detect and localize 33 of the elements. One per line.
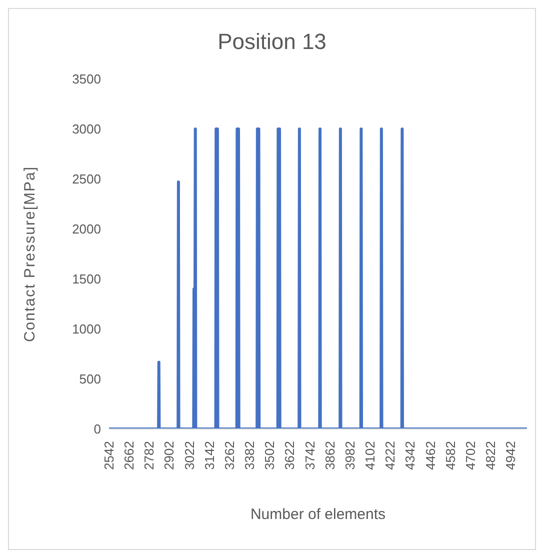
x-tick-label: 3382 [242,441,258,470]
y-tick-label: 3500 [72,72,101,87]
x-axis-title: Number of elements [250,506,386,523]
x-tick-label: 3022 [182,441,197,470]
x-tick-label: 2662 [122,441,137,470]
y-tick-label: 2500 [72,172,101,187]
y-tick-label: 2000 [72,222,101,237]
x-tick-label: 3262 [222,441,237,470]
line-series [109,128,527,429]
x-tick-label: 4942 [503,441,518,470]
x-tick-label: 3982 [342,441,358,470]
x-tick-label: 2782 [142,441,157,470]
x-tick-label: 3622 [282,441,298,470]
x-tick-label: 3862 [322,441,338,470]
y-tick-label: 1500 [72,272,101,287]
x-tick-label: 3142 [202,441,217,470]
x-tick-label: 4462 [422,441,438,470]
x-tick-label: 4342 [402,441,418,470]
x-tick-label: 4822 [483,441,498,470]
x-tick-label: 4102 [362,441,378,470]
y-tick-label: 3000 [72,122,101,137]
x-tick-label: 2542 [102,441,116,470]
x-tick-label: 2902 [162,441,177,470]
x-tick-label: 4582 [442,441,458,470]
y-tick-label: 500 [79,372,101,387]
x-tick-label: 3742 [302,441,318,470]
y-tick-label: 1000 [72,322,101,337]
y-tick-label: 0 [94,422,101,437]
chart-title: Position 13 [216,29,328,56]
x-tick-label: 4222 [382,441,398,470]
y-axis-title: Contact Pressure[MPa] [21,166,38,342]
x-tick-label: 4702 [462,441,478,470]
x-tick-label: 3502 [262,441,278,470]
